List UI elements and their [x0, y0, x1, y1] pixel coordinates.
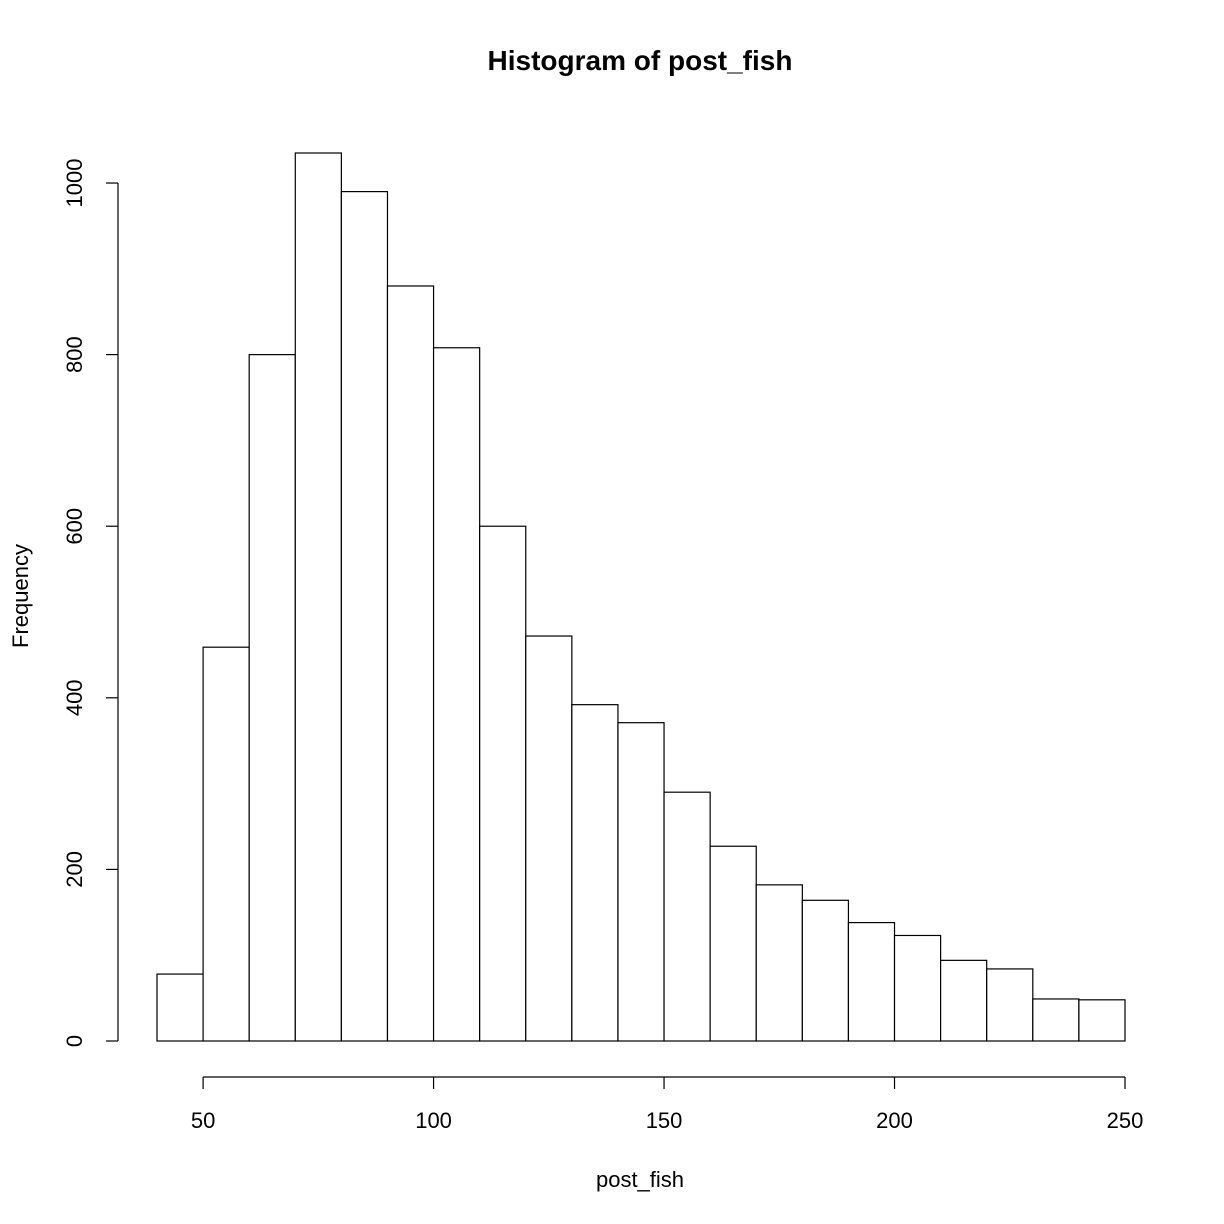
- histogram-bar-7: [479, 525, 527, 1042]
- histogram-bar-9: [571, 704, 619, 1042]
- x-tick-label-100: 100: [415, 1108, 452, 1133]
- x-tick-label-200: 200: [876, 1108, 913, 1133]
- y-tick-label-600: 600: [62, 508, 87, 545]
- histogram-bar-11: [663, 791, 711, 1042]
- y-axis: 0 200 400 600 800 1000: [62, 159, 119, 1047]
- histogram-bar-20: [1078, 999, 1126, 1042]
- y-tick-label-1000: 1000: [62, 159, 87, 208]
- histogram-bar-10: [617, 722, 665, 1042]
- histogram-bar-15: [847, 921, 896, 1042]
- x-tick-label-250: 250: [1107, 1108, 1144, 1133]
- histogram-bar-8: [525, 635, 573, 1042]
- y-tick-label-800: 800: [62, 336, 87, 373]
- x-tick-label-50: 50: [191, 1108, 215, 1133]
- histogram-bar-16: [893, 934, 942, 1042]
- histogram-bar-12: [709, 845, 757, 1042]
- y-tick-label-400: 400: [62, 679, 87, 716]
- histogram-bar-1: [202, 646, 250, 1042]
- x-tick-label-150: 150: [646, 1108, 683, 1133]
- histogram-bar-3: [294, 152, 342, 1042]
- histogram-bar-6: [432, 347, 481, 1042]
- bars-group: [156, 152, 1126, 1042]
- x-axis: 50 100 150 200 250: [191, 1076, 1144, 1133]
- histogram-bar-0: [156, 973, 204, 1042]
- histogram-bar-17: [940, 959, 988, 1042]
- chart-title: Histogram of post_fish: [488, 45, 793, 76]
- histogram-bar-2: [248, 354, 296, 1042]
- y-tick-label-200: 200: [62, 851, 87, 888]
- x-axis-label: post_fish: [596, 1167, 684, 1192]
- histogram-bar-13: [755, 884, 803, 1042]
- histogram-bar-18: [986, 968, 1034, 1042]
- y-tick-label-0: 0: [62, 1035, 87, 1047]
- histogram-bar-14: [801, 899, 850, 1042]
- histogram-bar-19: [1032, 998, 1080, 1042]
- histogram-bar-4: [340, 191, 389, 1042]
- histogram-bar-5: [386, 285, 435, 1042]
- y-axis-label: Frequency: [8, 544, 33, 648]
